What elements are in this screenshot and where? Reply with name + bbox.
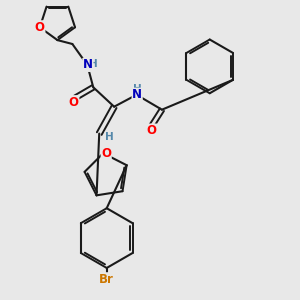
- Text: Br: Br: [99, 273, 114, 286]
- Text: H: H: [133, 84, 142, 94]
- Text: H: H: [89, 59, 98, 69]
- Text: N: N: [132, 88, 142, 101]
- Text: O: O: [146, 124, 157, 137]
- Text: O: O: [101, 147, 111, 160]
- Text: H: H: [105, 132, 114, 142]
- Text: O: O: [69, 96, 79, 109]
- Text: O: O: [35, 21, 45, 34]
- Text: N: N: [83, 58, 93, 71]
